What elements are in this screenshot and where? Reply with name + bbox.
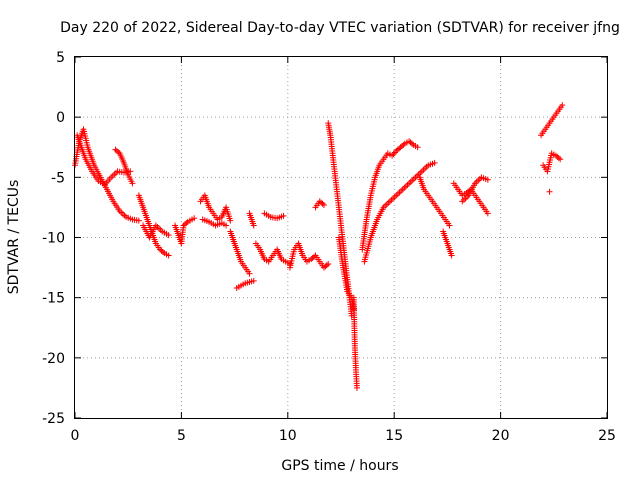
y-tick-label: 0 [56,110,65,126]
y-tick-label: -20 [42,351,65,367]
data-point [484,176,491,183]
data-point [223,222,230,229]
data-point [250,222,257,229]
data-point [390,195,397,202]
data-point [115,149,122,156]
data-point [448,252,455,259]
data-point [401,184,408,191]
data-point [446,222,453,229]
data-point [280,212,287,219]
x-tick-label: 15 [385,428,403,444]
tick-labels: 0 5 10 15 20 25 -25 -20 -15 -10 -5 0 5 [42,50,616,444]
chart-title: Day 220 of 2022, Sidereal Day-to-day VTE… [60,20,620,36]
data-point [383,201,390,208]
data-point [159,248,166,255]
x-tick-label: 10 [279,428,297,444]
data-point [557,156,564,163]
data-point [111,171,118,178]
data-point [135,217,142,224]
y-axis-label: SDTVAR / TECUs [6,180,22,295]
data-point [402,183,409,190]
data-point [325,260,332,267]
data-point [417,169,424,176]
data-point [414,144,421,151]
x-axis-label: GPS time / hours [281,458,398,474]
data-point [406,180,413,187]
data-point [398,187,405,194]
data-point [165,252,172,259]
y-tick-label: -25 [42,411,65,427]
data-point [460,196,467,203]
y-tick-label: -5 [51,170,65,186]
data-point [388,196,395,203]
data-point [394,190,401,197]
data-point [320,202,327,209]
plot-frame [74,56,608,419]
data-point [386,198,393,205]
data-point [191,215,198,222]
data-point [473,178,480,185]
grid-lines [75,57,607,418]
data-point [353,384,360,391]
x-tick-label: 0 [71,428,80,444]
data-point [404,181,411,188]
data-point [311,253,318,260]
data-marks [72,102,566,391]
data-point [319,200,326,207]
y-tick-label: -10 [42,231,65,247]
data-point [109,172,116,179]
data-point [246,270,253,277]
data-point [119,211,126,218]
data-point [227,217,234,224]
data-point [183,220,190,227]
data-point [400,141,407,148]
data-point [459,198,466,205]
data-point [410,175,417,182]
data-point [462,195,469,202]
data-point [118,209,125,216]
data-point [250,277,257,284]
data-point [414,172,421,179]
data-point [555,155,562,162]
data-point [391,193,398,200]
x-tick-label: 25 [598,428,616,444]
data-point [156,225,163,232]
data-point [157,226,164,233]
data-point [422,165,429,172]
data-point [464,193,471,200]
data-point [409,177,416,184]
data-point [399,186,406,193]
data-point [112,169,119,176]
data-point [484,210,491,217]
data-point [382,202,389,209]
data-point [385,199,392,206]
data-point [408,140,415,147]
data-point [396,189,403,196]
x-tick-label: 20 [492,428,510,444]
data-point [420,166,427,173]
x-tick-label: 5 [177,428,186,444]
data-point [559,102,566,109]
data-point [165,232,172,239]
data-point [475,177,482,184]
data-point [431,159,438,166]
data-point [323,262,330,269]
y-tick-label: 5 [56,50,65,66]
data-point [407,178,414,185]
y-tick-label: -15 [42,291,65,307]
data-point [418,168,425,175]
data-point [129,180,136,187]
data-point [546,188,553,195]
data-point [476,175,483,182]
